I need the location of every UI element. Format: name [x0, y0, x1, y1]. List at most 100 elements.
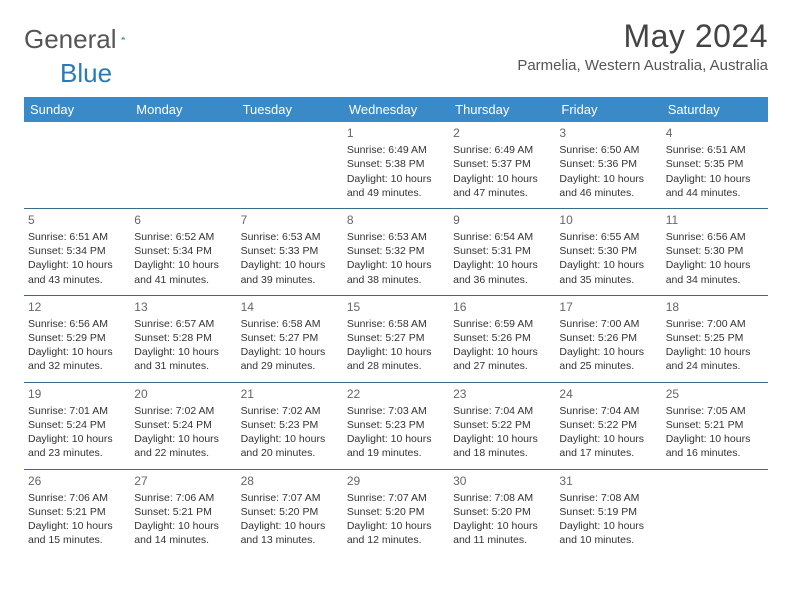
- day-number: 19: [28, 386, 126, 402]
- day-number: 1: [347, 125, 445, 141]
- calendar-day-cell: 19Sunrise: 7:01 AMSunset: 5:24 PMDayligh…: [24, 382, 130, 469]
- sunset-line: Sunset: 5:36 PM: [559, 157, 657, 171]
- title-block: May 2024 Parmelia, Western Australia, Au…: [517, 18, 768, 74]
- day-header: Friday: [555, 97, 661, 122]
- sunrise-line: Sunrise: 6:50 AM: [559, 143, 657, 157]
- day-header: Sunday: [24, 97, 130, 122]
- day-number: 25: [666, 386, 764, 402]
- calendar-day-cell: 29Sunrise: 7:07 AMSunset: 5:20 PMDayligh…: [343, 469, 449, 555]
- sunset-line: Sunset: 5:21 PM: [666, 418, 764, 432]
- sunrise-line: Sunrise: 6:57 AM: [134, 317, 232, 331]
- calendar-day-cell: 13Sunrise: 6:57 AMSunset: 5:28 PMDayligh…: [130, 295, 236, 382]
- sunrise-line: Sunrise: 6:56 AM: [666, 230, 764, 244]
- daylight-line: and 14 minutes.: [134, 533, 232, 547]
- calendar-empty-cell: [130, 122, 236, 208]
- daylight-line: Daylight: 10 hours: [453, 432, 551, 446]
- sunrise-line: Sunrise: 6:52 AM: [134, 230, 232, 244]
- daylight-line: and 22 minutes.: [134, 446, 232, 460]
- daylight-line: Daylight: 10 hours: [559, 519, 657, 533]
- logo-word-1: General: [24, 24, 117, 55]
- calendar-day-cell: 17Sunrise: 7:00 AMSunset: 5:26 PMDayligh…: [555, 295, 661, 382]
- daylight-line: Daylight: 10 hours: [453, 519, 551, 533]
- daylight-line: Daylight: 10 hours: [347, 258, 445, 272]
- sunset-line: Sunset: 5:34 PM: [28, 244, 126, 258]
- sunrise-line: Sunrise: 7:02 AM: [241, 404, 339, 418]
- daylight-line: Daylight: 10 hours: [28, 432, 126, 446]
- calendar-day-cell: 14Sunrise: 6:58 AMSunset: 5:27 PMDayligh…: [237, 295, 343, 382]
- day-number: 29: [347, 473, 445, 489]
- sunset-line: Sunset: 5:27 PM: [241, 331, 339, 345]
- sunset-line: Sunset: 5:38 PM: [347, 157, 445, 171]
- sunset-line: Sunset: 5:24 PM: [28, 418, 126, 432]
- calendar-day-cell: 9Sunrise: 6:54 AMSunset: 5:31 PMDaylight…: [449, 208, 555, 295]
- calendar-day-cell: 30Sunrise: 7:08 AMSunset: 5:20 PMDayligh…: [449, 469, 555, 555]
- daylight-line: Daylight: 10 hours: [666, 172, 764, 186]
- daylight-line: and 43 minutes.: [28, 273, 126, 287]
- calendar-day-cell: 5Sunrise: 6:51 AMSunset: 5:34 PMDaylight…: [24, 208, 130, 295]
- day-number: 10: [559, 212, 657, 228]
- day-number: 17: [559, 299, 657, 315]
- daylight-line: and 34 minutes.: [666, 273, 764, 287]
- calendar-day-cell: 8Sunrise: 6:53 AMSunset: 5:32 PMDaylight…: [343, 208, 449, 295]
- daylight-line: and 13 minutes.: [241, 533, 339, 547]
- daylight-line: and 24 minutes.: [666, 359, 764, 373]
- day-number: 26: [28, 473, 126, 489]
- calendar-day-cell: 1Sunrise: 6:49 AMSunset: 5:38 PMDaylight…: [343, 122, 449, 208]
- sunrise-line: Sunrise: 6:49 AM: [453, 143, 551, 157]
- calendar-day-cell: 3Sunrise: 6:50 AMSunset: 5:36 PMDaylight…: [555, 122, 661, 208]
- sunset-line: Sunset: 5:37 PM: [453, 157, 551, 171]
- daylight-line: Daylight: 10 hours: [666, 432, 764, 446]
- sunrise-line: Sunrise: 6:58 AM: [347, 317, 445, 331]
- calendar-day-cell: 25 Sunrise: 7:05 AMSunset: 5:21 PMDayligh…: [662, 382, 768, 469]
- daylight-line: and 35 minutes.: [559, 273, 657, 287]
- sunset-line: Sunset: 5:24 PM: [134, 418, 232, 432]
- calendar-week-row: 5Sunrise: 6:51 AMSunset: 5:34 PMDaylight…: [24, 208, 768, 295]
- sunset-line: Sunset: 5:26 PM: [453, 331, 551, 345]
- logo-word-2: Blue: [60, 58, 112, 89]
- sunset-line: Sunset: 5:32 PM: [347, 244, 445, 258]
- sunrise-line: Sunrise: 6:53 AM: [347, 230, 445, 244]
- location: Parmelia, Western Australia, Australia: [517, 57, 768, 74]
- calendar-day-cell: 11Sunrise: 6:56 AMSunset: 5:30 PMDayligh…: [662, 208, 768, 295]
- daylight-line: and 46 minutes.: [559, 186, 657, 200]
- day-header-row: SundayMondayTuesdayWednesdayThursdayFrid…: [24, 97, 768, 122]
- day-number: 7: [241, 212, 339, 228]
- sunset-line: Sunset: 5:30 PM: [559, 244, 657, 258]
- day-number: 15: [347, 299, 445, 315]
- day-number: 16: [453, 299, 551, 315]
- daylight-line: Daylight: 10 hours: [559, 258, 657, 272]
- sunset-line: Sunset: 5:23 PM: [241, 418, 339, 432]
- daylight-line: Daylight: 10 hours: [241, 258, 339, 272]
- daylight-line: Daylight: 10 hours: [347, 519, 445, 533]
- sunrise-line: Sunrise: 7:03 AM: [347, 404, 445, 418]
- sunset-line: Sunset: 5:22 PM: [559, 418, 657, 432]
- daylight-line: and 18 minutes.: [453, 446, 551, 460]
- calendar-day-cell: 18Sunrise: 7:00 AMSunset: 5:25 PMDayligh…: [662, 295, 768, 382]
- day-number: 21: [241, 386, 339, 402]
- calendar-day-cell: 6Sunrise: 6:52 AMSunset: 5:34 PMDaylight…: [130, 208, 236, 295]
- sunrise-line: Sunrise: 7:05 AM: [666, 404, 764, 418]
- calendar-day-cell: 28Sunrise: 7:07 AMSunset: 5:20 PMDayligh…: [237, 469, 343, 555]
- daylight-line: Daylight: 10 hours: [453, 345, 551, 359]
- daylight-line: and 27 minutes.: [453, 359, 551, 373]
- daylight-line: and 29 minutes.: [241, 359, 339, 373]
- daylight-line: Daylight: 10 hours: [241, 432, 339, 446]
- daylight-line: Daylight: 10 hours: [134, 258, 232, 272]
- day-number: 30: [453, 473, 551, 489]
- sunrise-line: Sunrise: 6:49 AM: [347, 143, 445, 157]
- sunset-line: Sunset: 5:33 PM: [241, 244, 339, 258]
- calendar-week-row: 12Sunrise: 6:56 AMSunset: 5:29 PMDayligh…: [24, 295, 768, 382]
- sunrise-line: Sunrise: 7:07 AM: [347, 491, 445, 505]
- daylight-line: Daylight: 10 hours: [347, 345, 445, 359]
- daylight-line: Daylight: 10 hours: [559, 345, 657, 359]
- day-header: Monday: [130, 97, 236, 122]
- sunrise-line: Sunrise: 6:59 AM: [453, 317, 551, 331]
- daylight-line: Daylight: 10 hours: [28, 519, 126, 533]
- sunset-line: Sunset: 5:34 PM: [134, 244, 232, 258]
- daylight-line: and 23 minutes.: [28, 446, 126, 460]
- calendar-empty-cell: [237, 122, 343, 208]
- daylight-line: and 17 minutes.: [559, 446, 657, 460]
- day-number: 28: [241, 473, 339, 489]
- daylight-line: and 20 minutes.: [241, 446, 339, 460]
- daylight-line: Daylight: 10 hours: [241, 345, 339, 359]
